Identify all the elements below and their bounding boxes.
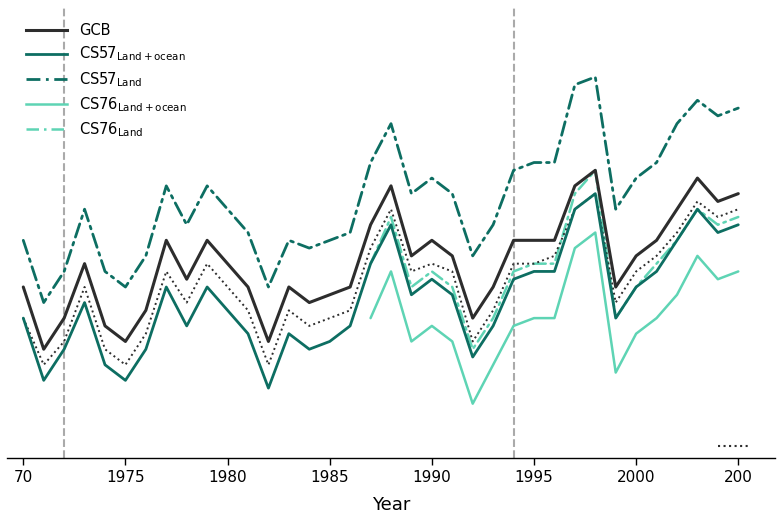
Legend: GCB, CS57$_{\mathregular{Land + ocean}}$, CS57$_{\mathregular{Land}}$, CS76$_{\m: GCB, CS57$_{\mathregular{Land + ocean}}$… — [22, 19, 191, 144]
X-axis label: Year: Year — [371, 496, 411, 514]
